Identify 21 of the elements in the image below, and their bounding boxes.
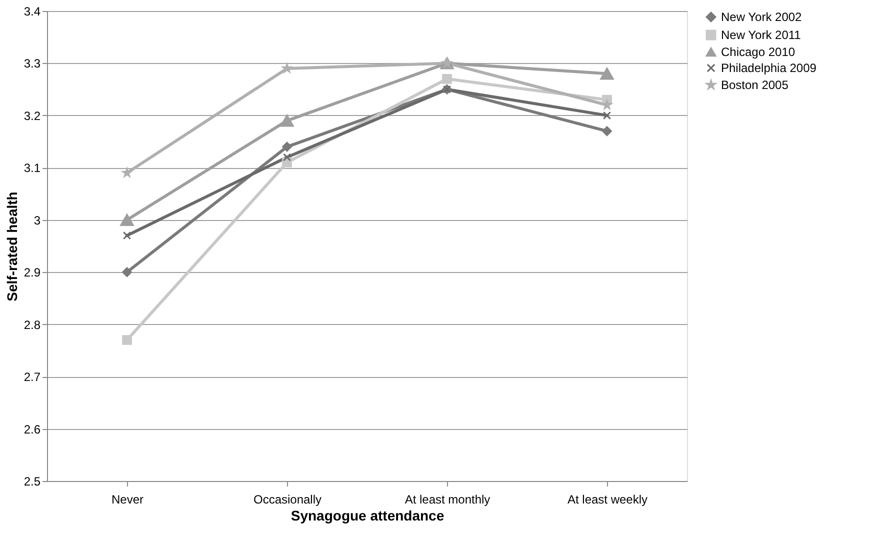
legend-label: Boston 2005 — [721, 78, 789, 92]
y-tick-label: 2.6 — [24, 422, 41, 436]
y-tick-label: 2.9 — [24, 266, 41, 280]
y-tick-label: 2.8 — [24, 318, 41, 332]
x-tick-label: At least weekly — [567, 492, 648, 506]
y-tick-label: 3.4 — [24, 4, 41, 18]
x-axis-title: Synagogue attendance — [290, 508, 444, 524]
legend-label: New York 2011 — [721, 28, 802, 42]
x-tick-label: Never — [111, 492, 144, 506]
y-tick-label: 3 — [34, 213, 41, 228]
y-axis-title: Self-rated health — [4, 192, 20, 302]
legend-label: New York 2002 — [721, 10, 802, 24]
y-tick-label: 2.5 — [24, 474, 41, 488]
x-tick-label: At least monthly — [404, 492, 490, 506]
y-tick-label: 3.1 — [24, 161, 41, 176]
legend-label: Philadelphia 2009 — [721, 61, 817, 75]
y-tick-label: 3.2 — [24, 108, 41, 123]
y-tick-label: 3.3 — [24, 56, 41, 71]
x-tick-label: Occasionally — [253, 492, 322, 506]
legend-label: Chicago 2010 — [721, 45, 796, 59]
y-tick-label: 2.7 — [24, 370, 41, 384]
